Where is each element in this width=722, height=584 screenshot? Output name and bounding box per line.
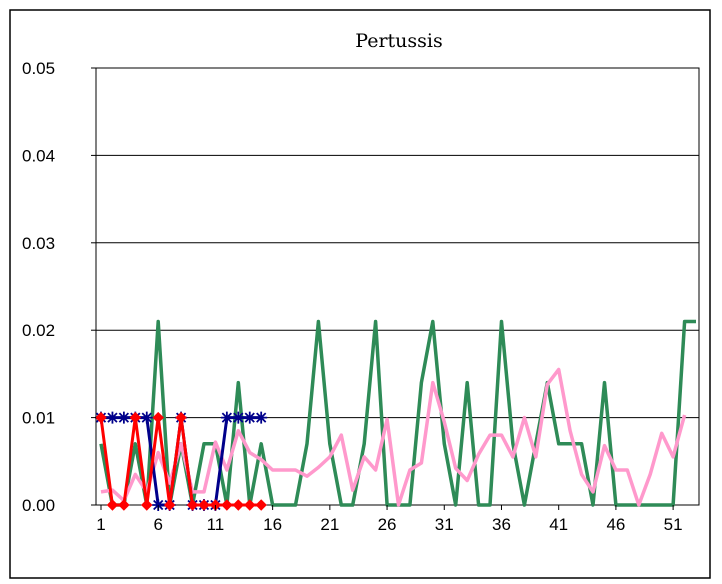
x-tick-label: 1 xyxy=(96,515,105,534)
x-tick-label: 16 xyxy=(263,515,282,534)
x-tick-label: 11 xyxy=(207,515,225,534)
data-point-asterisk xyxy=(221,412,233,424)
data-point-asterisk xyxy=(255,412,267,424)
y-tick-label: 0.05 xyxy=(22,59,55,78)
data-point-asterisk xyxy=(106,412,118,424)
x-tick-label: 46 xyxy=(606,515,625,534)
data-point-asterisk xyxy=(244,412,256,424)
y-tick-label: 0.03 xyxy=(22,234,55,253)
x-tick-label: 36 xyxy=(492,515,511,534)
x-tick-label: 6 xyxy=(153,515,162,534)
y-tick-label: 0.01 xyxy=(22,409,55,428)
y-tick-label: 0.02 xyxy=(22,321,55,340)
data-point-asterisk xyxy=(141,412,153,424)
data-point-asterisk xyxy=(232,412,244,424)
y-tick-label: 0.04 xyxy=(22,146,55,165)
data-point-asterisk xyxy=(118,412,130,424)
x-tick-label: 41 xyxy=(549,515,568,534)
y-tick-label: 0.00 xyxy=(22,496,55,515)
x-tick-label: 31 xyxy=(435,515,454,534)
x-tick-label: 26 xyxy=(378,515,397,534)
x-tick-label: 21 xyxy=(320,515,339,534)
x-tick-label: 51 xyxy=(664,515,683,534)
chart-title: Pertussis xyxy=(355,30,442,52)
